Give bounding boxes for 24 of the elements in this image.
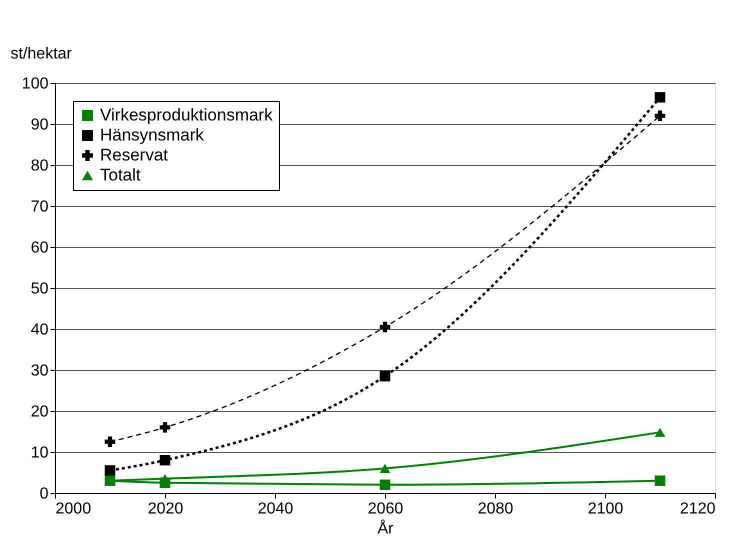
x-tick-label: 2040 [258, 500, 294, 518]
y-tick-label: 40 [30, 322, 49, 338]
x-tick-label: 2060 [368, 500, 404, 518]
x-tick-label: 2020 [148, 500, 184, 518]
x-tick-label: 2080 [478, 500, 514, 518]
legend-label: Virkesproduktionsmark [100, 106, 274, 124]
x-axis-title: År [378, 520, 394, 537]
y-tick-label: 100 [22, 76, 49, 92]
y-tick-label: 60 [30, 240, 49, 256]
y-tick-label: 50 [30, 280, 49, 298]
y-axis-title: st/hektar [10, 46, 73, 62]
y-tick-label: 90 [30, 116, 49, 134]
x-tick-label: 2100 [588, 500, 624, 518]
legend-label: Hänsynsmark [100, 126, 204, 144]
x-tick-label: 2120 [680, 500, 716, 518]
x-tick-label: 2000 [56, 500, 92, 518]
y-tick-label: 70 [30, 198, 49, 216]
y-tick-label: 20 [30, 404, 49, 420]
y-tick-label: 10 [30, 444, 49, 462]
y-tick-label: 30 [30, 362, 49, 380]
y-tick-label: 80 [30, 158, 49, 174]
legend-label: Reservat [100, 146, 168, 164]
legend-label: Totalt [100, 166, 141, 184]
y-tick-label: 0 [40, 486, 49, 502]
